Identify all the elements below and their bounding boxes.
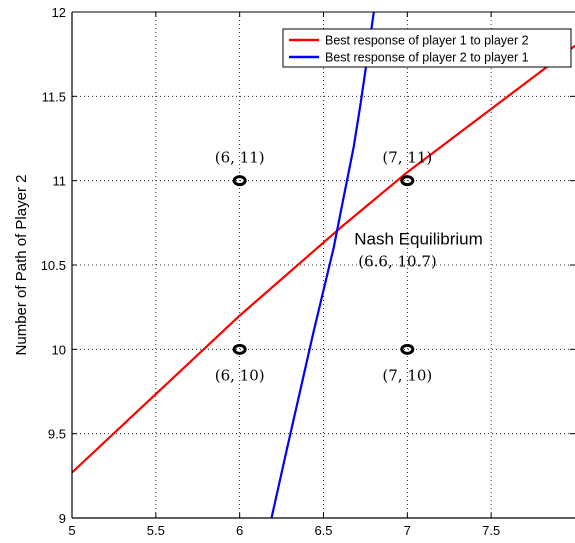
- x-tick-label: 5: [68, 523, 75, 538]
- point-label: (6, 10): [215, 366, 265, 384]
- y-tick-label: 11: [53, 174, 67, 189]
- series-lines: [71, 11, 575, 519]
- nash-equilibrium-value: (6.6, 10.7): [358, 252, 437, 270]
- point-marker: [400, 343, 415, 355]
- y-tick-label: 11.5: [42, 89, 66, 104]
- point-label: (7, 11): [382, 149, 432, 167]
- axes: [71, 11, 575, 519]
- points: (6, 11) (7, 11) (6, 10) (7, 10): [215, 149, 433, 385]
- y-axis-label: Number of Path of Player 2: [13, 175, 30, 356]
- y-tick-label: 9: [59, 511, 66, 526]
- y-tick-label: 12: [52, 5, 66, 20]
- point-marker: [400, 175, 415, 187]
- annotation: Nash Equilibrium (6.6, 10.7): [354, 229, 483, 270]
- point-marker: [232, 343, 247, 355]
- x-tick-label: 5.5: [147, 523, 165, 538]
- point-label: (7, 10): [382, 366, 432, 384]
- legend: Best response of player 1 to player 2 Bes…: [282, 28, 572, 68]
- ticks: 5 5.5 6 6.5 7 7.5 9 9.5 10 10.5 11 11.5 12: [41, 5, 575, 538]
- legend-box: [282, 28, 572, 68]
- series-line-1: [71, 44, 575, 474]
- y-tick-label: 10: [52, 342, 66, 357]
- x-tick-label: 7: [404, 523, 411, 538]
- y-tick-label: 10.5: [41, 258, 66, 273]
- point-label: (6, 11): [215, 149, 265, 167]
- legend-label: Best response of player 1 to player 2: [325, 34, 529, 48]
- x-tick-label: 6: [236, 523, 243, 538]
- nash-equilibrium-label: Nash Equilibrium: [354, 229, 483, 248]
- x-tick-label: 6.5: [314, 523, 332, 538]
- x-tick-label: 7.5: [482, 523, 500, 538]
- series-line-2: [270, 11, 375, 519]
- point-marker: [232, 175, 247, 187]
- legend-label: Best response of player 2 to player 1: [325, 51, 529, 65]
- y-tick-label: 9.5: [48, 427, 66, 442]
